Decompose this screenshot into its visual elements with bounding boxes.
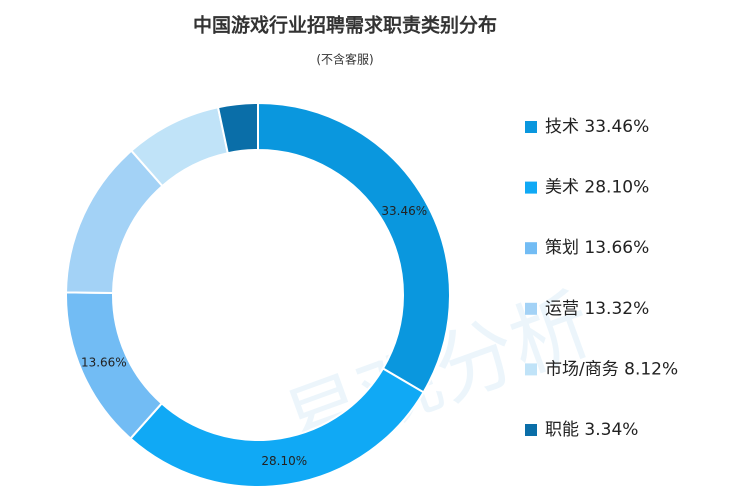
legend-value: 13.66% [584,238,649,258]
legend-swatch [525,181,537,194]
legend-label: 运营 13.32% [545,299,649,319]
legend-category: 技术 [545,117,579,137]
legend-label: 美术 28.10% [545,178,649,198]
legend-value: 33.46% [584,117,649,137]
chart-title: 中国游戏行业招聘需求职责类别分布 [193,14,497,37]
donut-slice [216,101,259,155]
donut-slice [257,101,451,394]
legend-category: 策划 [545,238,579,258]
legend-label: 策划 13.66% [545,238,649,258]
legend-swatch [525,363,537,376]
legend-category: 职能 [545,420,579,440]
legend-category: 运营 [545,299,579,319]
slice-label: 28.10% [261,454,307,468]
legend-swatch [525,242,537,255]
legend-category: 美术 [545,178,579,198]
legend-swatch [525,302,537,315]
slice-label: 33.46% [381,204,427,218]
donut-slice [65,149,164,295]
chart-subtitle: (不含客服) [316,52,373,67]
legend-label: 技术 33.46% [545,117,649,137]
legend-swatch [525,424,537,436]
legend-label: 职能 3.34% [545,420,638,440]
slice-label: 13.66% [81,355,127,369]
legend-value: 13.32% [584,299,649,319]
legend-category: 市场/商务 [545,359,619,379]
legend-value: 3.34% [584,420,638,440]
legend-value: 28.10% [584,178,649,198]
legend-value: 8.12% [624,359,678,379]
legend-swatch [525,121,537,133]
legend-label: 市场/商务 8.12% [545,359,678,379]
